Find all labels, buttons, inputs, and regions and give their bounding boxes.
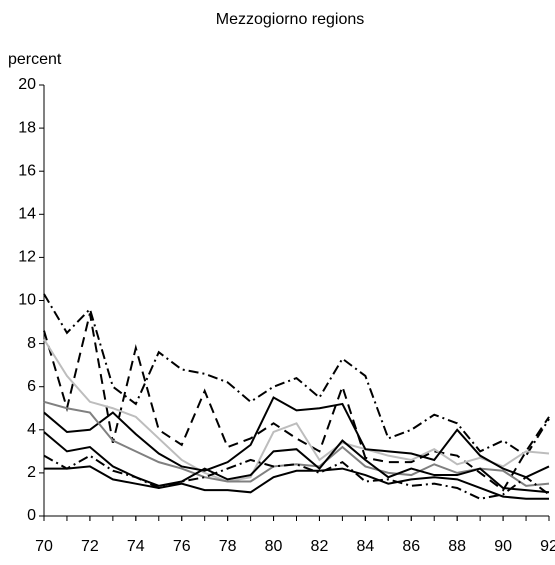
x-tick-label: 88 bbox=[448, 538, 466, 555]
y-tick-label: 12 bbox=[18, 249, 36, 266]
series-line bbox=[43, 454, 550, 500]
x-tick-label: 84 bbox=[356, 538, 374, 555]
x-tick-label: 70 bbox=[35, 538, 53, 555]
x-tick-label: 86 bbox=[402, 538, 420, 555]
series-line bbox=[43, 400, 550, 487]
y-tick-label: 4 bbox=[27, 421, 36, 438]
y-tick-label: 2 bbox=[27, 464, 36, 481]
y-axis-label: percent bbox=[8, 51, 62, 68]
series-line bbox=[43, 293, 550, 458]
x-tick-label: 76 bbox=[173, 538, 191, 555]
x-tick-label: 74 bbox=[127, 538, 145, 555]
x-tick-label: 72 bbox=[81, 538, 99, 555]
y-tick-label: 0 bbox=[27, 507, 36, 524]
x-tick-label: 90 bbox=[494, 538, 512, 555]
series-line bbox=[44, 465, 549, 500]
chart-title: Mezzogiorno regions bbox=[216, 11, 365, 28]
y-tick-label: 10 bbox=[18, 292, 36, 309]
y-tick-label: 18 bbox=[18, 119, 36, 136]
x-tick-label: 82 bbox=[311, 538, 329, 555]
y-tick-label: 8 bbox=[27, 335, 36, 352]
y-tick-label: 6 bbox=[27, 378, 36, 395]
y-tick-label: 16 bbox=[18, 162, 36, 179]
y-tick-label: 14 bbox=[18, 206, 36, 223]
series-line bbox=[43, 431, 550, 494]
y-tick-label: 20 bbox=[18, 76, 36, 93]
series-line bbox=[43, 338, 550, 483]
x-tick-label: 78 bbox=[219, 538, 237, 555]
x-tick-label: 92 bbox=[540, 538, 555, 555]
series-line bbox=[43, 396, 550, 479]
x-tick-label: 80 bbox=[265, 538, 283, 555]
